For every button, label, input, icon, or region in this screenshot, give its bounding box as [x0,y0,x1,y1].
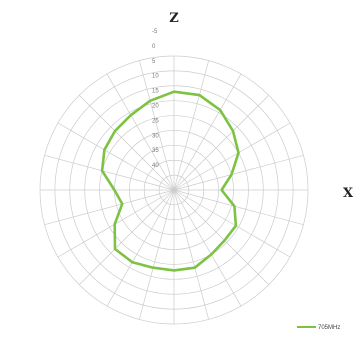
grid-spoke [57,122,175,191]
grid-spoke [79,189,175,285]
radial-tick-label: 15 [152,89,159,95]
grid-spoke [173,95,269,191]
grid-spoke [173,73,242,191]
axis-label-z: Z [169,11,179,26]
grid-spoke [173,189,242,307]
radial-tick-label: -5 [152,29,158,35]
grid-spoke [106,189,175,307]
axis-label-x: X [343,186,354,201]
series-line-705MHz [100,90,240,272]
radial-tick-label: 30 [152,133,159,139]
radial-tick-label: 40 [152,163,159,169]
radial-tick-labels: -5 0 5 10 15 20 25 30 35 40 [152,29,159,169]
radial-tick-label: 20 [152,104,159,110]
grid-spoke [173,154,304,191]
grid-spoke [44,189,175,226]
grid-spoke [173,122,291,191]
legend-label: 705MHz [318,325,340,331]
grid-spoke [173,189,269,285]
radial-tick-label: 35 [152,148,159,154]
polar-grid [39,55,309,325]
grid-spoke [79,95,175,191]
grid-spoke [173,60,210,191]
grid-spoke [138,189,175,320]
radial-tick-label: 10 [152,74,159,80]
series-layer [100,90,240,272]
legend: 705MHz [297,325,340,331]
grid-spoke [173,189,291,258]
radial-tick-label: 0 [152,44,156,50]
grid-spoke [173,189,304,226]
grid-spoke [106,73,175,191]
grid-spoke [173,189,210,320]
radial-tick-label: 25 [152,118,159,124]
grid-spoke [138,60,175,191]
grid-spoke [44,154,175,191]
radial-tick-label: 5 [152,59,156,65]
